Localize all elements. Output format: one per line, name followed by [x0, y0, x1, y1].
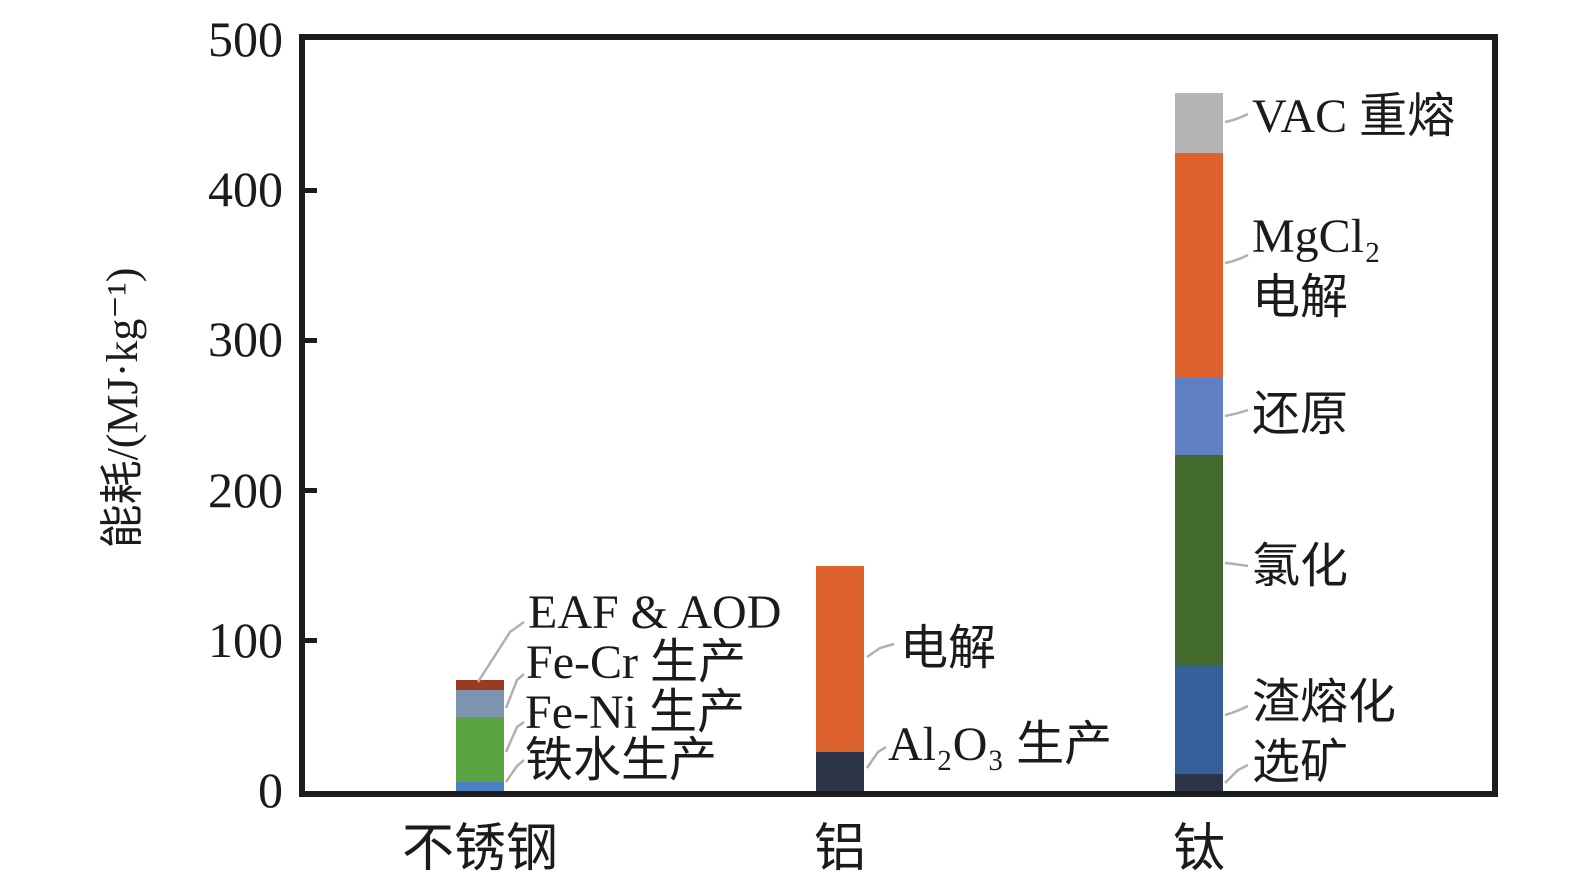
annotation-al2o3: Al₂O₃ 生产: [888, 714, 1112, 775]
annotation-al-dianjie: 电解: [900, 618, 996, 679]
annotation-eaf-aod-line: EAF & AOD: [528, 586, 782, 639]
bar-stainless-steel-segment-1: [456, 717, 504, 782]
x-category-label-titanium: 钛: [1172, 821, 1226, 878]
annotation-huanyuan: 还原: [1252, 384, 1348, 445]
annotation-tieshui-line: 铁水生产: [525, 734, 718, 787]
bar-titanium-segment-5: [1175, 92, 1223, 153]
bar-stainless-steel: [456, 679, 504, 791]
y-tick-label-200: 200: [208, 461, 283, 518]
bar-titanium-segment-3: [1175, 377, 1223, 455]
bar-stainless-steel-segment-3: [456, 679, 504, 691]
annotation-huanyuan-line: 还原: [1252, 388, 1349, 441]
bar-aluminum-segment-1: [816, 565, 864, 752]
bar-titanium-segment-0: [1175, 774, 1223, 791]
annotation-xuankuang: 选矿: [1252, 732, 1348, 793]
bar-titanium: [1175, 92, 1223, 791]
annotation-al-dianjie-line: 电解: [900, 622, 997, 675]
annotation-vac: VAC 重熔: [1252, 86, 1455, 147]
bar-stainless-steel-segment-0: [456, 782, 504, 791]
x-category-label-aluminum: 铝: [813, 821, 867, 878]
x-category-label-stainless-steel: 不锈钢: [401, 821, 559, 878]
annotation-al2o3-line: Al₂O₃ 生产: [888, 718, 1113, 771]
bar-aluminum: [816, 565, 864, 791]
annotation-vac-line: VAC 重熔: [1252, 90, 1456, 143]
y-tick-label-100: 100: [208, 611, 283, 668]
bar-titanium-segment-2: [1175, 454, 1223, 667]
annotation-mgcl2-line: MgCl₂: [1252, 210, 1381, 263]
annotation-fe-ni-line: Fe-Ni 生产: [525, 686, 745, 739]
y-axis-title: 能耗/(MJ·kg⁻¹): [98, 267, 147, 549]
annotation-fe-ni: Fe-Ni 生产: [525, 682, 745, 743]
y-tick-mark-100: [305, 638, 317, 644]
y-tick-label-300: 300: [208, 311, 283, 368]
annotation-lvhua-line: 氯化: [1252, 540, 1349, 593]
bar-stainless-steel-segment-2: [456, 690, 504, 718]
annotation-fe-cr-line: Fe-Cr 生产: [526, 636, 746, 689]
y-tick-mark-300: [305, 337, 317, 343]
bar-titanium-segment-4: [1175, 152, 1223, 378]
annotation-mgcl2: MgCl₂ 电解: [1252, 206, 1381, 329]
annotation-tieshui: 铁水生产: [525, 730, 717, 791]
annotation-zharonghua: 渣熔化: [1252, 672, 1396, 733]
annotation-mgcl2-line: 电解: [1252, 271, 1349, 325]
y-tick-label-500: 500: [208, 11, 283, 67]
y-tick-mark-200: [305, 488, 317, 494]
bar-aluminum-segment-0: [816, 751, 864, 791]
bar-titanium-segment-1: [1175, 666, 1223, 775]
y-tick-label-0: 0: [258, 762, 283, 818]
annotation-lvhua: 氯化: [1252, 536, 1348, 597]
annotation-zharonghua-line: 渣熔化: [1252, 676, 1397, 729]
y-tick-mark-400: [305, 187, 317, 193]
y-tick-label-400: 400: [208, 161, 283, 218]
annotation-xuankuang-line: 选矿: [1252, 736, 1349, 789]
annotation-eaf-aod: EAF & AOD: [528, 582, 781, 643]
annotation-fe-cr: Fe-Cr 生产: [526, 632, 746, 693]
